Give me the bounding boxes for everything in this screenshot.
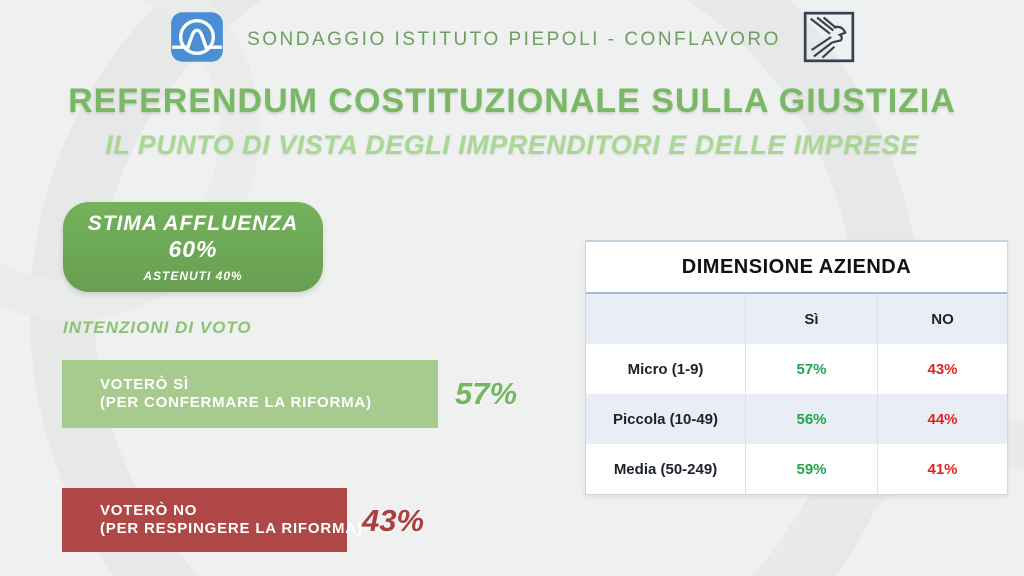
turnout-estimate-box: STIMA AFFLUENZA 60% ASTENUTI 40%	[63, 202, 323, 292]
row-label: Media (50-249)	[613, 460, 718, 478]
row-si-value: 57%	[745, 344, 877, 394]
vote-yes-percentage: 57%	[455, 376, 518, 411]
conflavoro-eagle-logo-icon	[803, 10, 855, 69]
bar-vote-no-label-line2: (PER RESPINGERE LA RIFORMA)	[100, 520, 363, 537]
abstainers-value: ASTENUTI 40%	[143, 268, 243, 283]
page-subtitle: IL PUNTO DI VISTA DEGLI IMPRENDITORI E D…	[105, 130, 919, 160]
row-label: Piccola (10-49)	[612, 410, 719, 428]
table-header-row: Sì NO	[586, 294, 1007, 344]
istituto-piepoli-logo-icon	[169, 10, 225, 69]
row-si-value: 56%	[745, 394, 877, 444]
bar-vote-yes-label-line1: VOTERÒ SÌ	[100, 376, 189, 393]
bar-vote-no: VOTERÒ NO (PER RESPINGERE LA RIFORMA)	[62, 488, 363, 552]
row-no-value: 41%	[877, 444, 1007, 494]
vote-no-percentage: 43%	[362, 503, 425, 538]
table-row: Media (50-249) 59% 41%	[586, 444, 1007, 494]
bar-vote-no-label-line1: VOTERÒ NO	[100, 502, 198, 519]
voting-intentions-label: INTENZIONI DI VOTO	[63, 318, 252, 337]
bar-vote-yes: VOTERÒ SÌ (PER CONFERMARE LA RIFORMA)	[62, 360, 438, 428]
row-label: Micro (1-9)	[627, 360, 704, 378]
row-si-value: 59%	[745, 444, 877, 494]
table-header-no: NO	[877, 294, 1007, 344]
table-row: Micro (1-9) 57% 43%	[586, 344, 1007, 394]
header-bar: SONDAGGIO ISTITUTO PIEPOLI - CONFLAVORO	[0, 10, 1024, 69]
turnout-label: STIMA AFFLUENZA	[87, 211, 299, 235]
turnout-value: 60%	[168, 235, 218, 262]
table-header-empty	[586, 294, 745, 344]
table-row: Piccola (10-49) 56% 44%	[586, 394, 1007, 444]
company-size-table: DIMENSIONE AZIENDA Sì NO Micro (1-9) 57%…	[585, 240, 1008, 495]
table-title: DIMENSIONE AZIENDA	[586, 242, 1007, 294]
header-title: SONDAGGIO ISTITUTO PIEPOLI - CONFLAVORO	[247, 28, 781, 50]
page-title: REFERENDUM COSTITUZIONALE SULLA GIUSTIZI…	[68, 82, 956, 120]
table-header-si: Sì	[745, 294, 877, 344]
row-no-value: 44%	[877, 394, 1007, 444]
bar-vote-yes-label-line2: (PER CONFERMARE LA RIFORMA)	[100, 394, 372, 411]
row-no-value: 43%	[877, 344, 1007, 394]
